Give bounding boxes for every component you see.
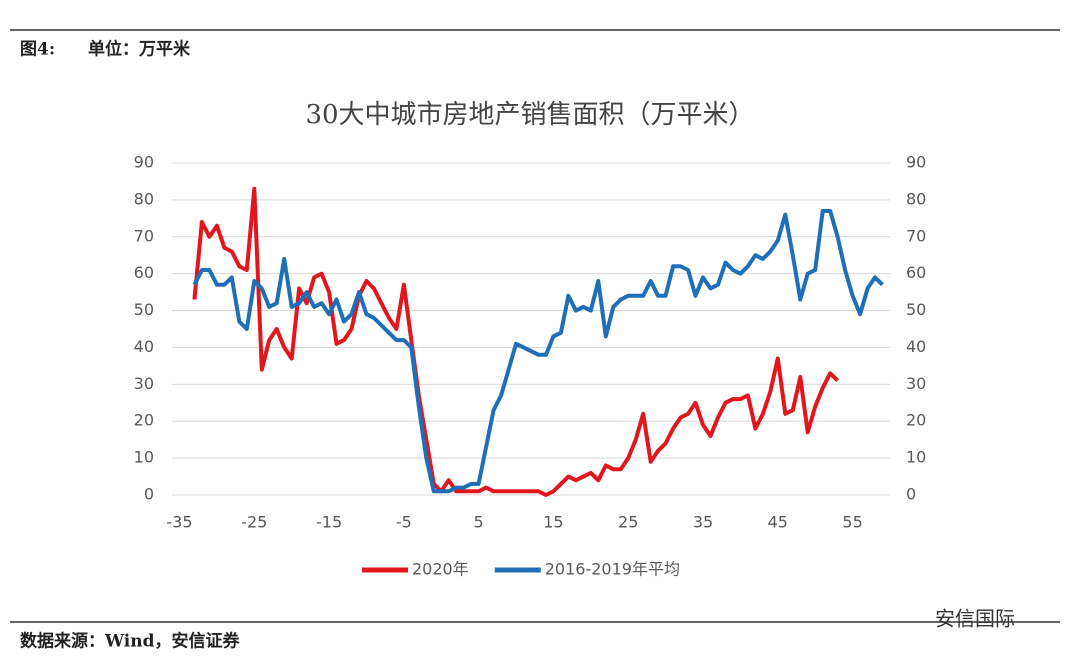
- y-tick-label: 80: [134, 189, 154, 208]
- legend-label: 2020年: [412, 560, 469, 579]
- x-tick-label: 5: [474, 513, 484, 532]
- source-note: 数据来源：Wind，安信证券: [20, 631, 240, 652]
- x-tick-label: -15: [316, 513, 342, 532]
- y2-tick-label: 80: [906, 189, 926, 208]
- y2-tick-label: 40: [906, 337, 926, 356]
- y-tick-label: 90: [134, 153, 154, 172]
- y-tick-label: 20: [134, 411, 154, 430]
- x-tick-label: -35: [166, 513, 192, 532]
- y-tick-label: 10: [134, 448, 154, 467]
- y-tick-label: 0: [144, 485, 154, 504]
- watermark: 安信国际: [935, 607, 1015, 631]
- chart-title: 30大中城市房地产销售面积（万平米）: [305, 100, 754, 130]
- y-tick-label: 30: [134, 374, 154, 393]
- unit-label: 单位：万平米: [88, 39, 191, 60]
- x-tick-label: 35: [693, 513, 713, 532]
- figure-label: 图4:: [20, 40, 55, 60]
- y2-tick-label: 20: [906, 411, 926, 430]
- y-tick-label: 60: [134, 263, 154, 282]
- series-line: [192, 209, 884, 494]
- y2-tick-label: 0: [906, 485, 916, 504]
- x-tick-label: 45: [768, 513, 788, 532]
- y2-tick-label: 50: [906, 300, 926, 319]
- y2-tick-label: 60: [906, 263, 926, 282]
- y-tick-label: 70: [134, 226, 154, 245]
- y2-tick-label: 70: [906, 226, 926, 245]
- x-tick-label: 25: [618, 513, 638, 532]
- y2-tick-label: 90: [906, 153, 926, 172]
- legend-label: 2016-2019年平均: [545, 560, 680, 579]
- x-tick-label: 55: [842, 513, 862, 532]
- y-tick-label: 50: [134, 300, 154, 319]
- x-tick-label: 15: [543, 513, 563, 532]
- y-tick-label: 40: [134, 337, 154, 356]
- x-tick-label: -5: [396, 513, 412, 532]
- series-line: [192, 186, 840, 497]
- x-tick-label: -25: [241, 513, 267, 532]
- y2-tick-label: 10: [906, 448, 926, 467]
- y2-tick-label: 30: [906, 374, 926, 393]
